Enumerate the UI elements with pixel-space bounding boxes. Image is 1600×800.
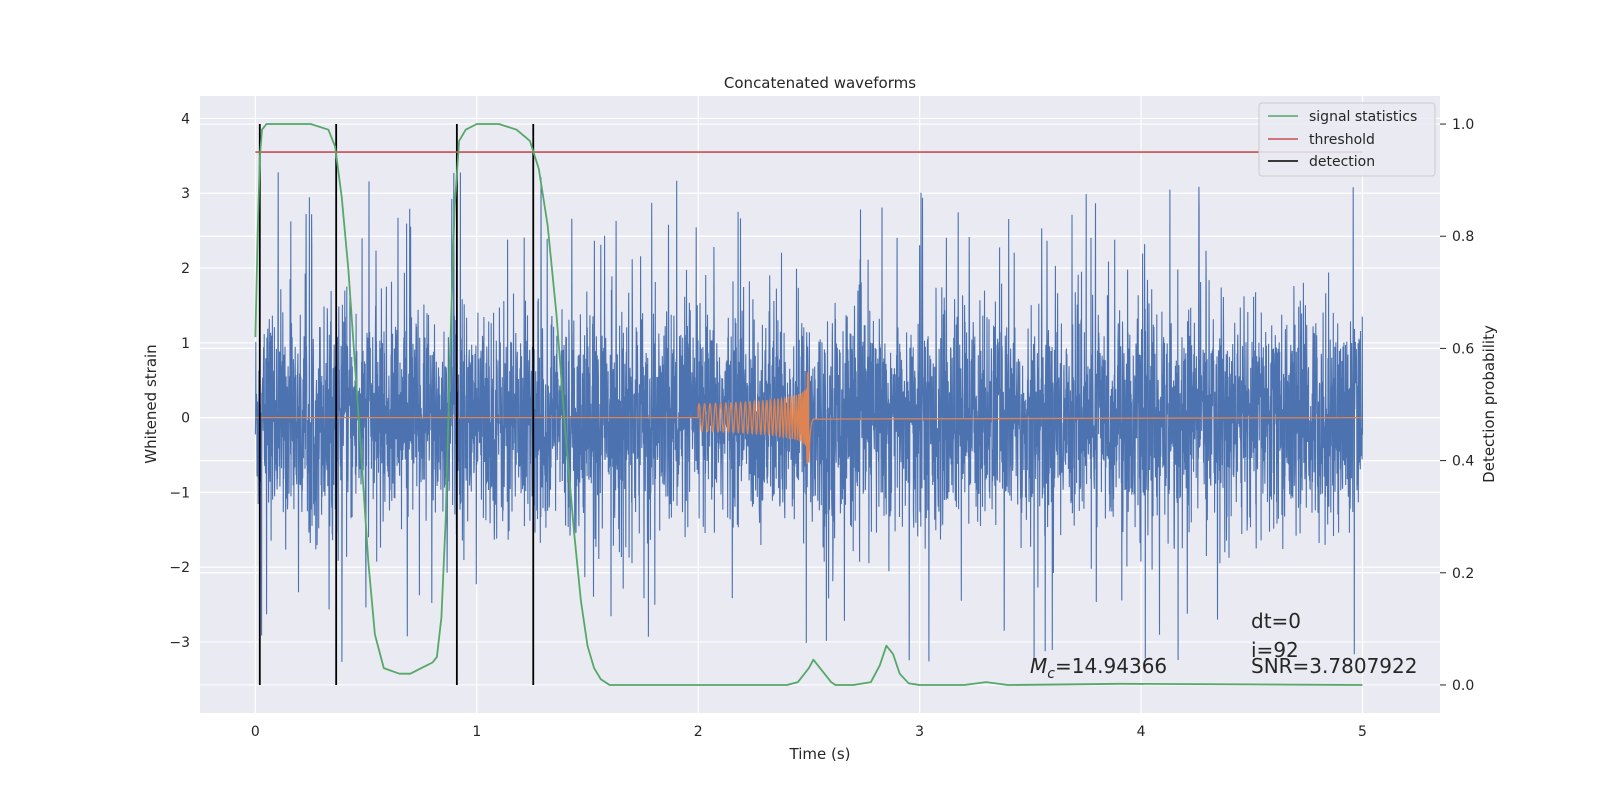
y-tick-label: 3 — [181, 186, 190, 202]
chart-title: Concatenated waveforms — [724, 74, 916, 92]
y-tick-label: −1 — [169, 485, 190, 501]
strain-noise-line — [254, 172, 1364, 662]
y2-axis-label: Detection probability — [1480, 325, 1498, 483]
annotations: Mc=14.94366 dt=0 i=92 SNR=3.7807922 — [1030, 609, 1417, 682]
axes: 0 1 2 3 4 5 −3 −2 −1 0 1 2 3 4 0.0 0.2 0.4 0.6 0.8 1.0 — [169, 111, 1474, 740]
x-tick-label: 0 — [251, 724, 260, 740]
y2-tick-label: 0.0 — [1452, 678, 1474, 694]
x-tick-label: 4 — [1137, 724, 1146, 740]
annotation-snr: SNR=3.7807922 — [1251, 654, 1417, 678]
y-tick-label: 4 — [181, 111, 190, 127]
plot-lines — [254, 123, 1364, 686]
x-tick-label: 3 — [915, 724, 924, 740]
legend-label-threshold: threshold — [1309, 132, 1375, 148]
chirp-waveform-line — [255, 371, 1363, 464]
y-tick-label: 0 — [181, 411, 190, 427]
y-tick-label: 1 — [181, 336, 190, 352]
x-tick-label: 5 — [1358, 724, 1367, 740]
y2-tick-label: 1.0 — [1452, 117, 1474, 133]
annotation-i: i=92 — [1251, 638, 1299, 662]
y-axis-label: Whitened strain — [142, 344, 160, 463]
y2-tick-label: 0.4 — [1452, 454, 1474, 470]
annotation-mc-symbol: M — [1030, 654, 1047, 678]
y-tick-label: 2 — [181, 261, 190, 277]
y2-tick-label: 0.6 — [1452, 341, 1474, 357]
y2-tick-label: 0.2 — [1452, 566, 1474, 582]
signal-statistics-line — [254, 123, 1363, 686]
legend: signal statistics threshold detection — [1258, 102, 1436, 177]
legend-label-signal-statistics: signal statistics — [1309, 109, 1417, 125]
y-tick-label: −3 — [169, 635, 190, 651]
legend-box — [1258, 102, 1436, 177]
annotation-mc: Mc=14.94366 — [1030, 654, 1167, 682]
annotation-mc-value: =14.94366 — [1055, 654, 1167, 678]
legend-label-detection: detection — [1309, 154, 1375, 170]
annotation-mc-subscript: c — [1047, 666, 1055, 682]
x-tick-label: 1 — [472, 724, 481, 740]
x-axis-label: Time (s) — [789, 745, 851, 763]
y2-tick-label: 0.8 — [1452, 229, 1474, 245]
y-tick-label: −2 — [169, 560, 190, 576]
x-tick-label: 2 — [694, 724, 703, 740]
annotation-dt: dt=0 — [1251, 609, 1301, 633]
